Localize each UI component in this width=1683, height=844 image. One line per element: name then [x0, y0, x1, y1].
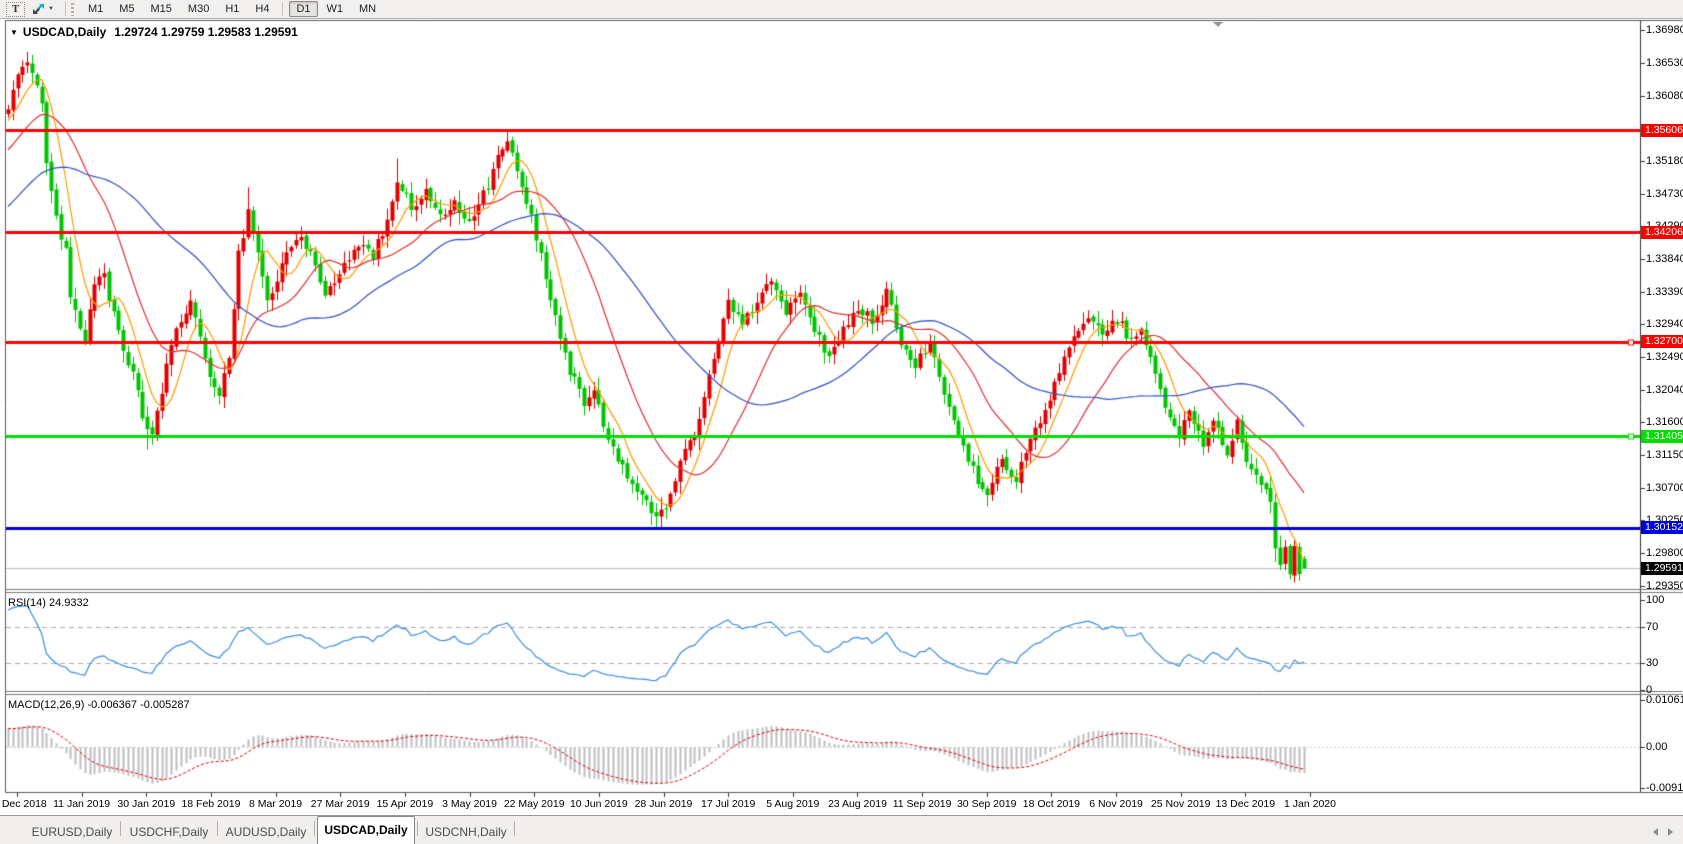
- symbol-tabbar: EURUSD,Daily USDCHF,Daily AUDUSD,Daily USDC…: [0, 815, 1683, 844]
- date-axis-label: 18 Feb 2019: [181, 798, 241, 810]
- date-axis-label: 30 Sep 2019: [956, 798, 1017, 810]
- toolbar-separator: [282, 2, 284, 16]
- macd-axis-tick: -0.009181: [1646, 782, 1683, 794]
- date-axis-label: 5 Aug 2019: [766, 798, 820, 810]
- date-axis-label: 17 Jul 2019: [700, 798, 756, 810]
- macd-indicator-label: MACD(12,26,9) -0.006367 -0.005287: [8, 699, 190, 711]
- price-axis-tick: 1.33390: [1646, 285, 1683, 298]
- price-axis-tick: 1.30250: [1646, 515, 1683, 526]
- price-axis-tick: 1.35180: [1646, 155, 1683, 168]
- tab-divider: [120, 820, 121, 836]
- price-axis-tick: 1.34730: [1646, 187, 1683, 200]
- timeframe-button-w1[interactable]: W1: [326, 3, 344, 15]
- main-toolbar: T ▼ M1 M5 M15 M30 H1 H4 D1 W1 MN: [0, 0, 1683, 19]
- current-price-label: 1.29591: [1641, 561, 1683, 575]
- date-axis-label: 22 May 2019: [503, 798, 565, 810]
- timeframe-button-d1[interactable]: D1: [289, 1, 318, 17]
- timeframe-button-m1[interactable]: M1: [87, 3, 104, 15]
- price-axis-tick: 1.30700: [1646, 481, 1683, 494]
- macd-axis-tick: 0.00: [1646, 741, 1668, 754]
- rsi-indicator-label: RSI(14) 24.9332: [8, 597, 89, 609]
- hline-price-label: 1.30152: [1641, 521, 1683, 535]
- price-axis-tick: 1.33840: [1646, 252, 1683, 265]
- macd-values: -0.006367 -0.005287: [87, 699, 190, 711]
- hline-price-label: 1.35606: [1641, 123, 1683, 137]
- tab-scroll-right-icon[interactable]: [1668, 828, 1673, 836]
- timeframe-group: M1 M5 M15 M30 H1 H4 D1 W1 MN: [80, 1, 384, 17]
- rsi-axis-tick: 70: [1646, 621, 1659, 633]
- tab-audusd[interactable]: AUDUSD,Daily: [225, 825, 307, 839]
- date-axis-label: 28 Jun 2019: [634, 798, 693, 810]
- tab-scroll-left-icon[interactable]: [1653, 828, 1658, 836]
- macd-axis-tick: 0.010615: [1646, 694, 1683, 706]
- timeframe-button-m30[interactable]: M30: [187, 3, 210, 15]
- timeframe-button-h4[interactable]: H4: [255, 3, 270, 15]
- dropdown-caret-icon: ▼: [48, 6, 54, 12]
- rsi-axis-tick: 100: [1646, 594, 1665, 606]
- date-axis-label: 8 Mar 2019: [249, 798, 303, 810]
- price-axis-tick: 1.32940: [1646, 318, 1683, 331]
- price-axis-tick: 1.31600: [1646, 416, 1683, 429]
- arrows-tool-icon: [33, 4, 44, 14]
- date-axis-label: 13 Dec 2019: [1215, 798, 1276, 810]
- date-axis-label: 24 Dec 2018: [0, 798, 47, 810]
- date-axis-label: 15 Apr 2019: [376, 798, 434, 810]
- date-axis-label: 18 Oct 2019: [1022, 798, 1080, 810]
- tab-divider: [314, 820, 315, 836]
- toolbar-grip[interactable]: [70, 2, 74, 16]
- tab-divider: [217, 820, 218, 836]
- date-axis-label: 25 Nov 2019: [1150, 798, 1211, 810]
- timeframe-button-h1[interactable]: H1: [225, 3, 240, 15]
- tab-divider: [514, 820, 515, 836]
- price-axis-tick: 1.32040: [1646, 383, 1683, 396]
- date-axis-label: 10 Jun 2019: [569, 798, 628, 810]
- price-axis-tick: 1.36530: [1646, 56, 1683, 69]
- chart-symbol-period: USDCAD,Daily: [22, 25, 107, 39]
- tab-usdcnh[interactable]: USDCNH,Daily: [425, 825, 507, 839]
- date-axis-label: 11 Sep 2019: [892, 798, 952, 810]
- price-axis-tick: 1.29800: [1646, 547, 1683, 560]
- chart-title: ▼ USDCAD,Daily 1.29724 1.29759 1.29583 1.2…: [10, 25, 298, 39]
- date-axis-label: 30 Jan 2019: [117, 798, 176, 810]
- price-axis-tick: 1.32490: [1646, 351, 1683, 364]
- date-axis-label: 23 Aug 2019: [827, 798, 887, 810]
- hline-price-label: 1.32700: [1641, 335, 1683, 349]
- hline-price-label: 1.34206: [1641, 225, 1683, 239]
- date-axis-label: 3 May 2019: [442, 798, 497, 810]
- timeframe-button-m15[interactable]: M15: [150, 3, 172, 15]
- title-caret-icon[interactable]: ▼: [10, 28, 18, 37]
- price-axis-tick: 1.36080: [1646, 89, 1683, 102]
- chart-shift-marker-icon[interactable]: [1213, 22, 1223, 27]
- chart-ohlc-values: 1.29724 1.29759 1.29583 1.29591: [114, 25, 298, 39]
- price-axis-tick: 1.29350: [1646, 580, 1683, 592]
- cursor-mode-dropdown[interactable]: ▼: [28, 2, 57, 17]
- toolbar-separator: [64, 2, 66, 16]
- rsi-value: 24.9332: [48, 597, 89, 609]
- price-axis-tick: 1.31150: [1646, 448, 1683, 461]
- tab-usdchf[interactable]: USDCHF,Daily: [129, 825, 209, 839]
- tab-scroll-buttons: [1653, 828, 1673, 836]
- tab-divider: [417, 820, 418, 836]
- hline-price-label: 1.31405: [1641, 429, 1683, 443]
- text-tool-button[interactable]: T: [6, 1, 25, 17]
- tab-usdcad[interactable]: USDCAD,Daily: [317, 816, 415, 844]
- date-axis-label: 6 Nov 2019: [1089, 798, 1143, 810]
- date-axis-label: 11 Jan 2019: [53, 798, 111, 810]
- rsi-axis-tick: 0: [1646, 684, 1653, 696]
- tab-eurusd[interactable]: EURUSD,Daily: [31, 825, 113, 839]
- timeframe-button-mn[interactable]: MN: [359, 3, 377, 15]
- date-axis-label: 27 Mar 2019: [310, 798, 370, 810]
- timeframe-button-m5[interactable]: M5: [119, 3, 135, 15]
- date-axis-label: 1 Jan 2020: [1284, 798, 1336, 810]
- rsi-axis-tick: 30: [1646, 657, 1659, 669]
- price-axis-tick: 1.36980: [1646, 24, 1683, 36]
